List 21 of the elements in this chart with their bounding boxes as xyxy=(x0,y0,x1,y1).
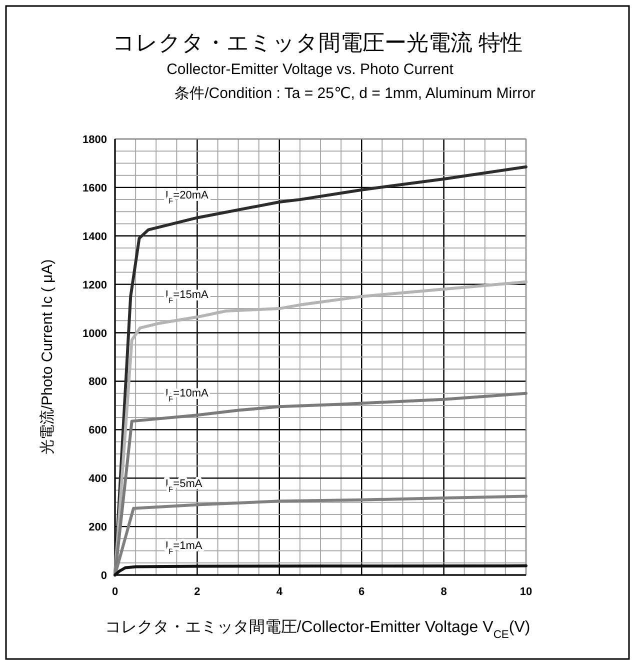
text: 条件/Condition : Ta = 25℃, d = 1mm, Aluminum Mirror xyxy=(174,85,536,102)
y-tick-label: 1000 xyxy=(82,328,107,340)
x-tick-label: 0 xyxy=(112,586,118,598)
y-tick-label: 1800 xyxy=(82,134,107,146)
x-tick-label: 10 xyxy=(520,586,532,598)
y-tick-label: 1600 xyxy=(82,182,107,194)
x-tick-label: 2 xyxy=(194,586,200,598)
chart-title: コレクタ・エミッタ間電圧ー光電流 特性 xyxy=(112,30,523,55)
y-tick-label: 0 xyxy=(100,570,107,582)
y-tick-label: 1400 xyxy=(82,230,107,243)
y-tick-label: 600 xyxy=(88,424,107,437)
chart-subtitle: Collector-Emitter Voltage vs. Photo Current xyxy=(166,61,454,78)
x-tick-label: 6 xyxy=(358,586,365,598)
y-axis-title: 光電流/Photo Current Ic ( μA) xyxy=(39,259,56,455)
y-tick-label: 400 xyxy=(88,473,107,486)
x-axis-title: コレクタ・エミッタ間電圧/Collector-Emitter Voltage V$_{CE}$(V) xyxy=(104,619,530,641)
x-tick-label: 4 xyxy=(276,586,284,598)
y-tick-label: 800 xyxy=(88,376,107,388)
x-tick-label: 8 xyxy=(440,586,447,598)
y-tick-label: 1200 xyxy=(82,279,107,292)
y-tick-label: 200 xyxy=(88,522,107,534)
